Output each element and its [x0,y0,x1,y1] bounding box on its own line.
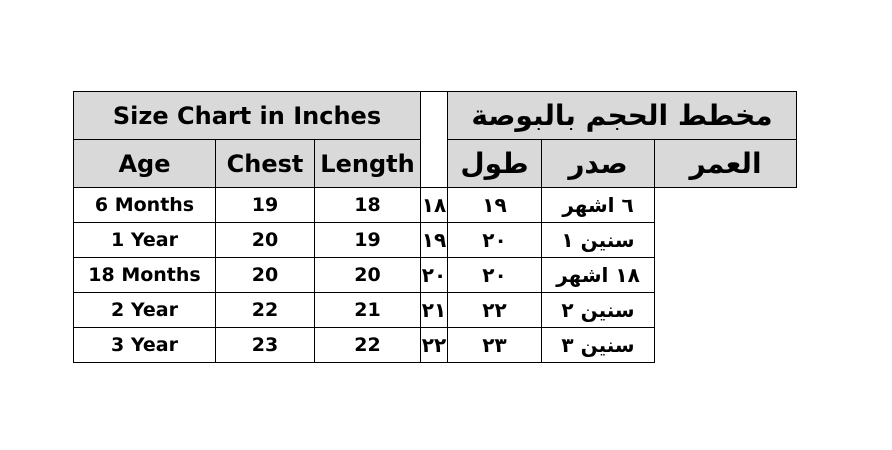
table-row: 3 Year 23 22 ٢٢ ٢٣ سنين ٣ [73,327,797,363]
cell-length-ar: ١٩ [420,222,448,258]
cell-chest: 23 [215,327,315,363]
cell-length: 21 [314,292,421,328]
cell-chest-ar: ٢٠ [447,257,542,293]
cell-length: 19 [314,222,421,258]
cell-age-ar: سنين ٣ [541,327,655,363]
cell-chest-ar: ٢٢ [447,292,542,328]
size-chart-table: Size Chart in Inches مخطط الحجم بالبوصة … [73,91,797,363]
cell-chest: 20 [215,222,315,258]
cell-length-ar: ١٨ [420,187,448,223]
cell-chest-ar: ٢٠ [447,222,542,258]
cell-length: 20 [314,257,421,293]
cell-age: 6 Months [73,187,216,223]
header-chest-ar: صدر [541,139,655,188]
cell-age: 18 Months [73,257,216,293]
table-row: 6 Months 19 18 ١٨ ١٩ ٦ اشهر [73,187,797,223]
header-chest: Chest [215,139,315,188]
header-age: Age [73,139,216,188]
arabic-title: مخطط الحجم بالبوصة [447,91,797,140]
header-length-ar: طول [447,139,542,188]
cell-age-ar: ١٨ اشهر [541,257,655,293]
cell-age-ar: ٦ اشهر [541,187,655,223]
cell-age: 1 Year [73,222,216,258]
cell-chest-ar: ٢٣ [447,327,542,363]
cell-length-ar: ٢١ [420,292,448,328]
cell-chest: 22 [215,292,315,328]
header-age-ar: العمر [654,139,797,188]
cell-length: 22 [314,327,421,363]
table-row: 18 Months 20 20 ٢٠ ٢٠ ١٨ اشهر [73,257,797,293]
cell-age: 3 Year [73,327,216,363]
table-gap [420,91,448,188]
table-row: 2 Year 22 21 ٢١ ٢٢ سنين ٢ [73,292,797,328]
cell-age-ar: سنين ١ [541,222,655,258]
table-row: 1 Year 20 19 ١٩ ٢٠ سنين ١ [73,222,797,258]
cell-chest-ar: ١٩ [447,187,542,223]
cell-length-ar: ٢٠ [420,257,448,293]
header-length: Length [314,139,421,188]
cell-age: 2 Year [73,292,216,328]
cell-length-ar: ٢٢ [420,327,448,363]
cell-age-ar: سنين ٢ [541,292,655,328]
cell-chest: 19 [215,187,315,223]
english-title: Size Chart in Inches [73,91,421,140]
cell-chest: 20 [215,257,315,293]
cell-length: 18 [314,187,421,223]
